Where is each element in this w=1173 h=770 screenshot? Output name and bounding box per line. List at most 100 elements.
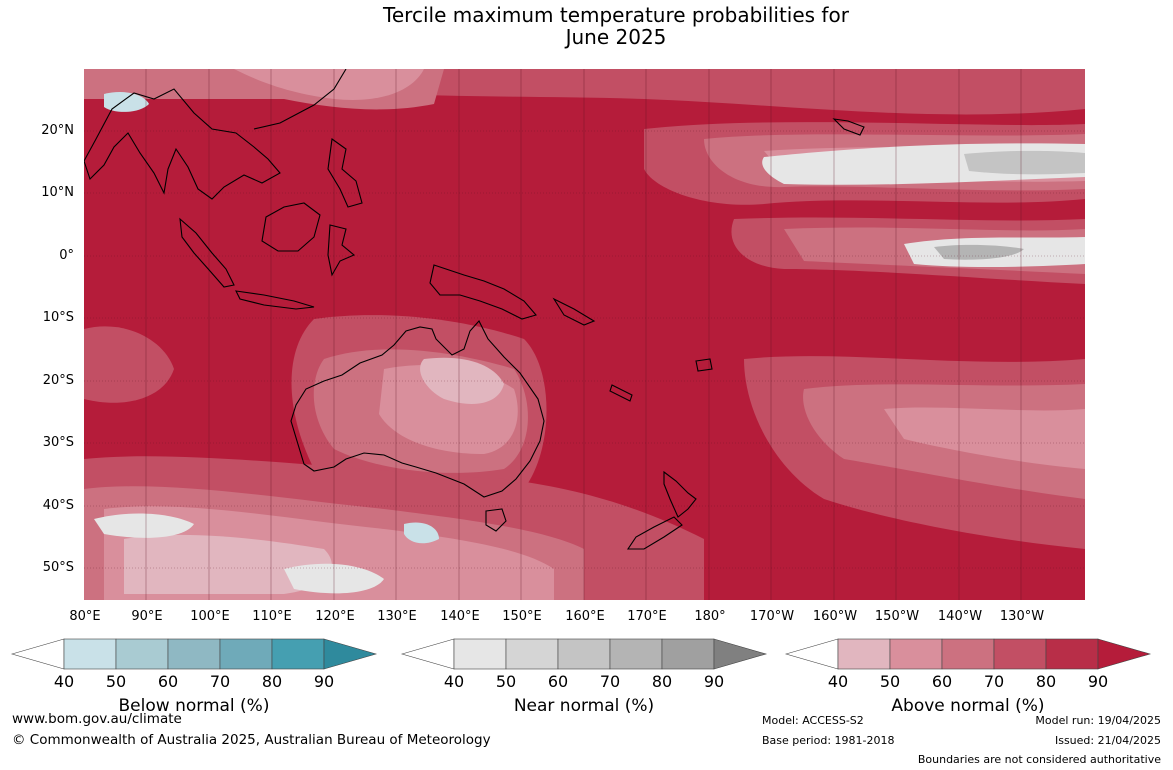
sulawesi-coast — [327, 224, 356, 277]
cb-segment — [453, 638, 507, 670]
cb-segment — [271, 638, 325, 670]
cb-tick: 60 — [931, 672, 953, 691]
java-coast — [235, 290, 315, 310]
near-normal-colorbar-svg — [400, 638, 768, 670]
cb-segment — [115, 638, 169, 670]
lat-label: 10°N — [41, 185, 74, 200]
lon-label: 170°W — [749, 609, 795, 624]
title-line-2: June 2025 — [565, 25, 667, 49]
cb-segment — [941, 638, 995, 670]
title-line-1: Tercile maximum temperature probabilitie… — [383, 3, 849, 27]
below-normal-colorbar-svg — [10, 638, 378, 670]
lon-label: 140°E — [440, 609, 480, 624]
cb-tick: 60 — [157, 672, 179, 691]
cb-tick: 60 — [547, 672, 569, 691]
cb-segment — [323, 638, 378, 670]
near-normal-title: Near normal (%) — [513, 696, 655, 716]
cb-segment — [993, 638, 1047, 670]
cb-segment — [167, 638, 221, 670]
map-title: Tercile maximum temperature probabilitie… — [0, 4, 1173, 48]
map-svg — [84, 69, 1085, 600]
cb-segment — [713, 638, 768, 670]
above-normal-colorbar-svg — [784, 638, 1152, 670]
australia-coast — [290, 320, 545, 498]
cb-segment — [400, 638, 455, 670]
lon-label: 80°E — [69, 609, 101, 624]
lat-label: 10°S — [42, 310, 74, 325]
above-normal-colorbar — [784, 638, 1152, 670]
asia-north-coast — [253, 69, 347, 130]
fiji-islands — [695, 358, 713, 372]
map-grid — [84, 69, 1085, 600]
lon-label: 90°E — [131, 609, 163, 624]
asia-mainland-coast — [84, 88, 281, 200]
cb-segment — [505, 638, 559, 670]
lon-label: 150°W — [874, 609, 920, 624]
coastlines — [84, 69, 865, 550]
copyright-text: © Commonwealth of Australia 2025, Austra… — [12, 732, 491, 748]
model-run-text: Model run: 19/04/2025 — [1035, 714, 1161, 727]
cb-segment — [889, 638, 943, 670]
japan-island — [832, 118, 865, 136]
cb-tick: 40 — [53, 672, 75, 691]
cb-tick: 90 — [313, 672, 335, 691]
lat-label: 20°N — [41, 123, 74, 138]
lon-label: 180° — [694, 609, 726, 624]
sumatra-coast — [179, 217, 235, 288]
lat-label: 30°S — [42, 435, 74, 450]
cb-segment — [837, 638, 891, 670]
lon-label: 110°E — [252, 609, 292, 624]
website-link[interactable]: www.bom.gov.au/climate — [12, 711, 182, 727]
above-normal-title: Above normal (%) — [891, 696, 1045, 716]
new-zealand-north — [663, 470, 697, 518]
lon-label: 170°E — [627, 609, 667, 624]
cb-tick: 70 — [983, 672, 1005, 691]
lat-label: 20°S — [42, 373, 74, 388]
lat-label: 40°S — [42, 498, 74, 513]
lon-label: 140°W — [937, 609, 983, 624]
cb-tick: 70 — [599, 672, 621, 691]
lon-label: 120°E — [315, 609, 355, 624]
cb-tick: 50 — [495, 672, 517, 691]
borneo-coast — [261, 202, 321, 252]
near-normal-colorbar — [400, 638, 768, 670]
lon-label: 160°E — [565, 609, 605, 624]
lat-label: 50°S — [42, 560, 74, 575]
cb-tick: 80 — [1035, 672, 1057, 691]
cb-segment — [219, 638, 273, 670]
cb-segment — [1097, 638, 1152, 670]
philippines-coast — [327, 138, 363, 208]
cb-tick: 40 — [443, 672, 465, 691]
new-caledonia — [609, 384, 633, 402]
new-guinea-coast — [429, 264, 537, 320]
base-period-text: Base period: 1981-2018 — [762, 734, 895, 747]
cb-tick: 80 — [261, 672, 283, 691]
cb-segment — [609, 638, 663, 670]
cb-segment — [63, 638, 117, 670]
cb-segment — [784, 638, 839, 670]
lat-label: 0° — [59, 248, 74, 263]
cb-tick: 90 — [703, 672, 725, 691]
probability-map — [84, 69, 1085, 600]
lon-label: 100°E — [190, 609, 230, 624]
lon-label: 130°E — [377, 609, 417, 624]
below-normal-colorbar — [10, 638, 378, 670]
cb-segment — [10, 638, 65, 670]
cb-segment — [557, 638, 611, 670]
lon-label: 150°E — [502, 609, 542, 624]
cb-tick: 50 — [879, 672, 901, 691]
cb-tick: 80 — [651, 672, 673, 691]
near-normal-regions — [94, 143, 1085, 594]
cb-segment — [661, 638, 715, 670]
cb-tick: 50 — [105, 672, 127, 691]
lon-label: 160°W — [812, 609, 858, 624]
cb-segment — [1045, 638, 1099, 670]
lon-label: 130°W — [999, 609, 1045, 624]
cb-tick: 90 — [1087, 672, 1109, 691]
cb-tick: 70 — [209, 672, 231, 691]
solomon-islands — [552, 297, 596, 326]
below-normal-title: Below normal (%) — [118, 696, 270, 716]
model-text: Model: ACCESS-S2 — [762, 714, 864, 727]
cb-tick: 40 — [827, 672, 849, 691]
boundaries-disclaimer: Boundaries are not considered authoritat… — [917, 753, 1161, 766]
